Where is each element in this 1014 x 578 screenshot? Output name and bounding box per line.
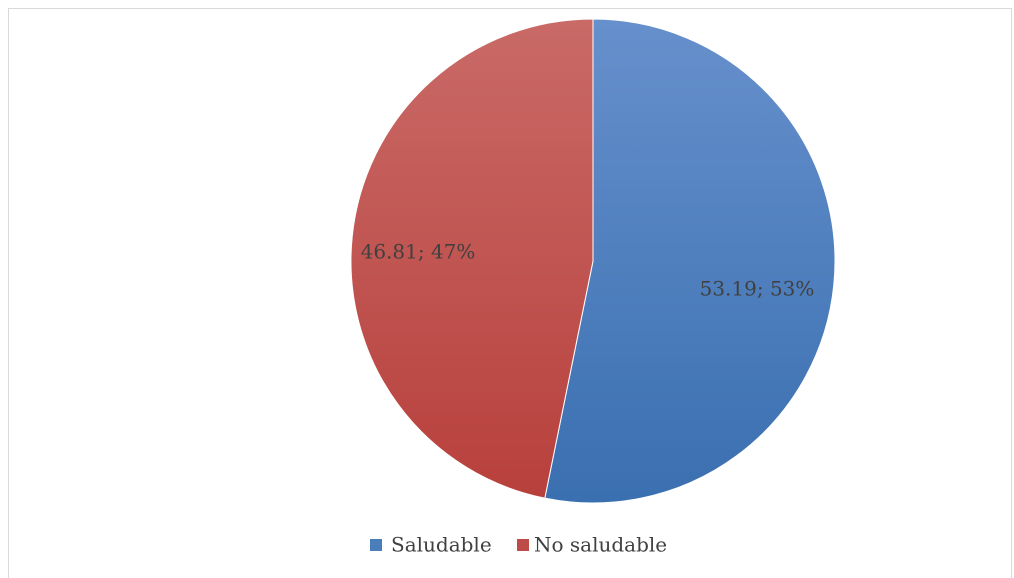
legend-label-saludable: Saludable [391, 533, 492, 557]
legend: Saludable No saludable [370, 533, 667, 557]
pie-slice-no-saludable [350, 18, 594, 499]
data-label-no-saludable: 46.81; 47% [361, 240, 476, 264]
chart-frame [8, 8, 1012, 578]
pie-slice-saludable [544, 18, 836, 504]
data-label-saludable: 53.19; 53% [700, 277, 815, 301]
legend-label-no-saludable: No saludable [534, 533, 667, 557]
legend-swatch-saludable [370, 539, 382, 551]
legend-swatch-no-saludable [517, 539, 529, 551]
